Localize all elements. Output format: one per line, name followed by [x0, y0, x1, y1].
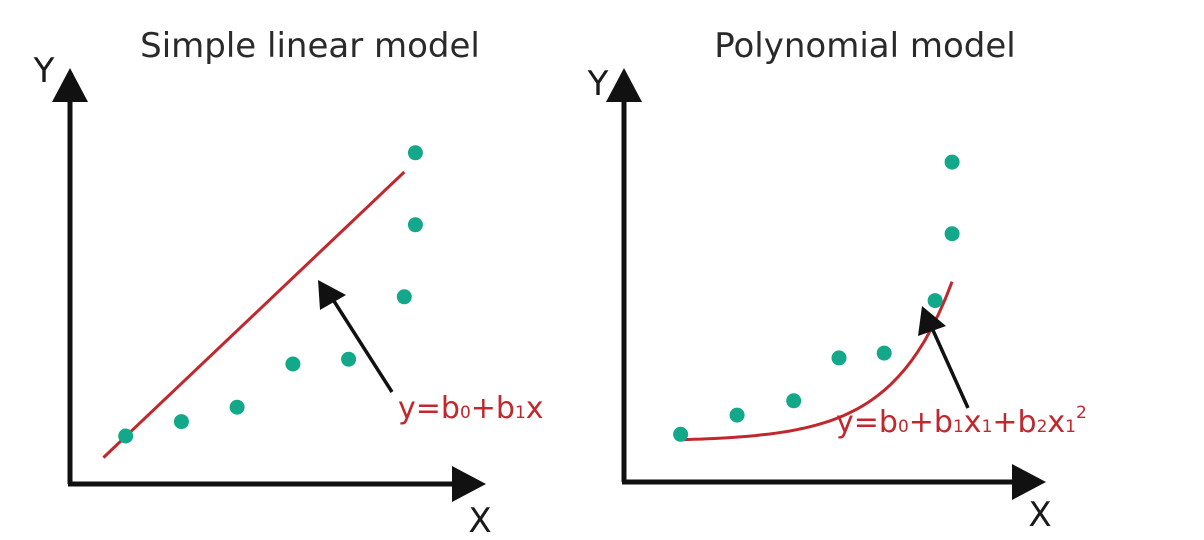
linear-point-5 — [341, 351, 357, 367]
polynomial-x-label: X — [1028, 495, 1051, 535]
linear-fit-line — [102, 170, 406, 459]
linear-point-2 — [173, 414, 189, 430]
linear-y-label: Y — [33, 51, 55, 91]
linear-equation-label: y=b0+b1x — [398, 391, 544, 426]
eq-b1-sub: 1 — [515, 403, 526, 423]
polynomial-fit-line — [680, 281, 954, 442]
polynomial-point-8 — [944, 154, 960, 170]
eq-b1: b — [496, 391, 515, 426]
linear-point-6 — [396, 289, 412, 305]
polynomial-point-5 — [876, 345, 892, 361]
polynomial-model-panel: Polynomial model Y X y=b0+b1x1+b2x12 — [587, 26, 1087, 535]
polynomial-point-4 — [831, 350, 847, 366]
linear-model-title: Simple linear model — [140, 26, 480, 66]
polynomial-annotation: y=b0+b1x1+b2x12 — [836, 306, 1087, 440]
peq-x2-sup: 2 — [1076, 403, 1087, 423]
peq-b1-sub: 1 — [953, 417, 964, 437]
linear-y-arrowhead — [52, 68, 88, 102]
polynomial-fit-layer — [680, 281, 954, 442]
peq-x1: x — [964, 405, 982, 440]
polynomial-points-layer — [673, 154, 960, 442]
linear-point-1 — [118, 428, 134, 444]
linear-x-arrowhead — [452, 466, 486, 502]
polynomial-x-arrowhead — [1012, 464, 1046, 500]
peq-x2-sub: 1 — [1065, 417, 1076, 437]
eq-x: x — [526, 391, 544, 426]
polynomial-equation-label: y=b0+b1x1+b2x12 — [836, 403, 1087, 440]
linear-point-8 — [407, 145, 423, 161]
polynomial-point-3 — [786, 393, 802, 409]
linear-point-4 — [285, 356, 301, 372]
linear-annotation: y=b0+b1x — [318, 280, 544, 426]
eq-b0: b — [441, 391, 460, 426]
polynomial-arrow-shaft — [930, 327, 970, 409]
linear-model-panel: Simple linear model Y X y=b0+b1x — [33, 26, 544, 540]
peq-b2: b — [1018, 405, 1037, 440]
linear-axes — [52, 68, 486, 502]
polynomial-point-2 — [729, 407, 745, 423]
peq-equals: = — [854, 405, 879, 440]
peq-plus2: + — [992, 405, 1017, 440]
polynomial-model-title: Polynomial model — [714, 26, 1016, 66]
eq-plus: + — [471, 391, 496, 426]
peq-plus1: + — [909, 405, 934, 440]
eq-equals: = — [416, 391, 441, 426]
eq-b0-sub: 0 — [460, 403, 471, 423]
peq-x1-sub: 1 — [982, 417, 993, 437]
eq-y: y — [398, 391, 416, 426]
polynomial-arrow-head — [918, 306, 946, 336]
polynomial-point-6 — [927, 293, 943, 309]
linear-points-layer — [118, 145, 423, 444]
polynomial-y-arrowhead — [606, 68, 642, 102]
linear-x-label: X — [468, 501, 491, 540]
peq-b0-sub: 0 — [898, 417, 909, 437]
polynomial-point-7 — [944, 226, 960, 242]
peq-x2: x — [1047, 405, 1065, 440]
linear-point-7 — [407, 217, 423, 233]
polynomial-point-1 — [673, 426, 689, 442]
linear-fit-layer — [102, 170, 406, 459]
peq-b1: b — [934, 405, 953, 440]
linear-arrow-head — [318, 280, 346, 310]
polynomial-axes — [606, 68, 1046, 500]
peq-b0: b — [879, 405, 898, 440]
polynomial-y-label: Y — [587, 64, 609, 104]
peq-b2-sub: 2 — [1037, 417, 1048, 437]
linear-point-3 — [229, 399, 245, 415]
linear-arrow-shaft — [330, 297, 394, 393]
peq-y: y — [836, 405, 854, 440]
